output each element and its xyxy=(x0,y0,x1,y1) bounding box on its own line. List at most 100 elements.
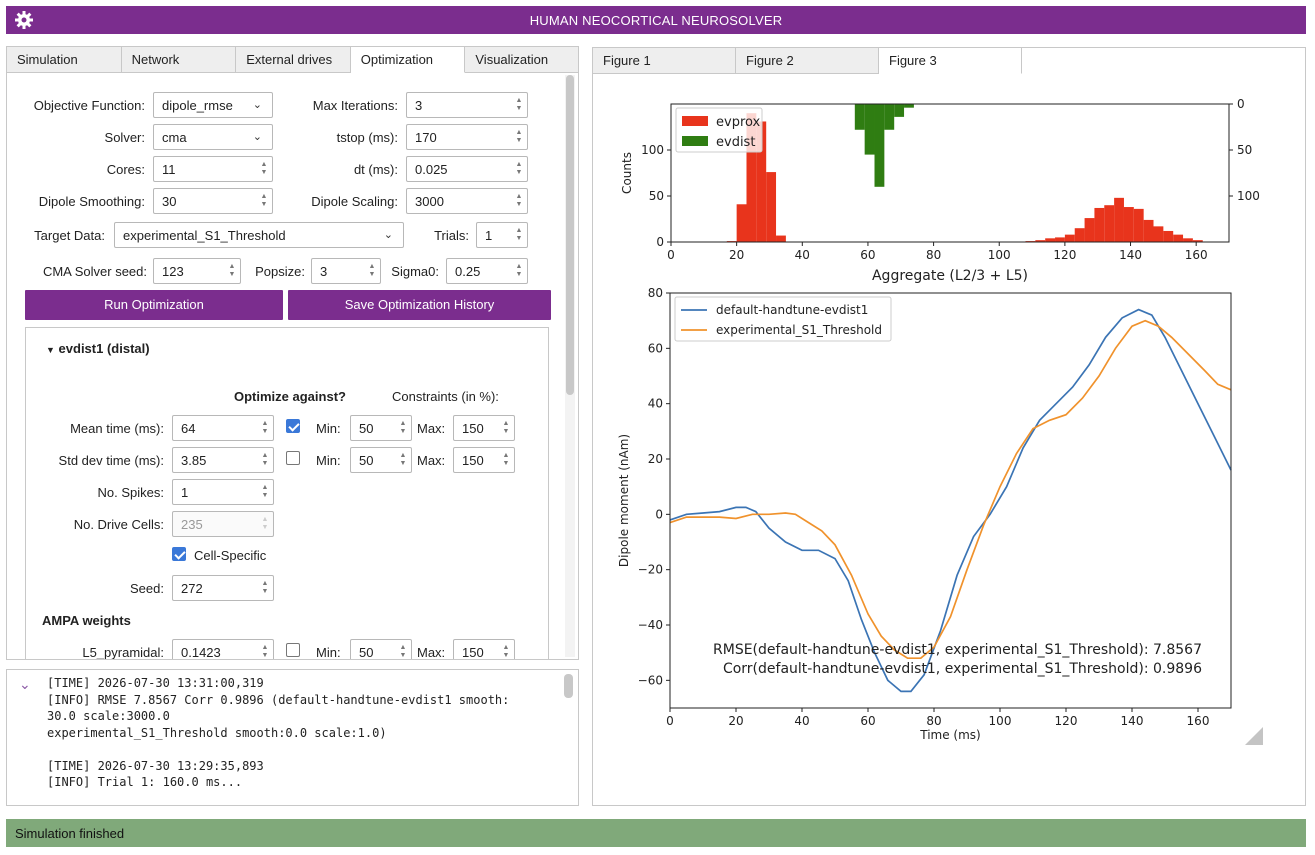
trials-label: Trials: xyxy=(434,228,469,243)
spin-arrows-icon[interactable]: ▲ ▼ xyxy=(368,263,376,278)
mean-max-input[interactable]: 150 ▲ ▼ xyxy=(453,415,515,441)
dipole-annotation: RMSE(default-handtune-evdist1, experimen… xyxy=(713,642,1202,658)
objective-select[interactable]: dipole_rmse ⌄ xyxy=(153,92,273,118)
drive-seed-value: 272 xyxy=(181,581,203,596)
hist-bar-evprox xyxy=(736,204,747,242)
spin-arrows-icon[interactable]: ▲ ▼ xyxy=(261,452,269,467)
trials-value: 1 xyxy=(485,228,493,243)
std-max-input[interactable]: 150 ▲ ▼ xyxy=(453,447,515,473)
dipole-x-tick-label: 160 xyxy=(1187,714,1210,728)
sigma-input[interactable]: 0.25 ▲ ▼ xyxy=(446,258,528,284)
spin-arrows-icon[interactable]: ▲ ▼ xyxy=(515,227,523,242)
spin-arrows-icon[interactable]: ▲ ▼ xyxy=(399,452,407,467)
chevron-down-icon[interactable]: ⌄ xyxy=(19,676,31,692)
spin-arrows-icon[interactable]: ▲ ▼ xyxy=(515,193,523,208)
tab-simulation[interactable]: Simulation xyxy=(7,47,122,73)
spin-arrows-icon[interactable]: ▲ ▼ xyxy=(502,420,510,435)
l5-max-input[interactable]: 150 ▲ ▼ xyxy=(453,639,515,659)
drive-header[interactable]: ▼ evdist1 (distal) xyxy=(46,341,150,356)
dipole-legend-label: experimental_S1_Threshold xyxy=(716,323,882,337)
tab-network[interactable]: Network xyxy=(121,47,237,73)
save-history-button[interactable]: Save Optimization History xyxy=(288,290,551,320)
tab-figure-2[interactable]: Figure 2 xyxy=(736,48,879,74)
log-scrollbar[interactable] xyxy=(564,674,573,698)
spin-arrows-icon[interactable]: ▲ ▼ xyxy=(502,452,510,467)
gear-icon[interactable] xyxy=(14,10,34,30)
dipole-x-axis-label: Time (ms) xyxy=(919,728,981,742)
mean-time-label: Mean time (ms): xyxy=(70,421,164,436)
spin-arrows-icon[interactable]: ▲ ▼ xyxy=(261,580,269,595)
trials-input[interactable]: 1 ▲ ▼ xyxy=(476,222,528,248)
dipole-x-tick-label: 20 xyxy=(728,714,743,728)
tab-figure-1[interactable]: Figure 1 xyxy=(593,48,736,74)
mean-time-checkbox[interactable] xyxy=(286,419,300,433)
spin-arrows-icon[interactable]: ▲ ▼ xyxy=(515,97,523,112)
tab-visualization[interactable]: Visualization xyxy=(465,47,578,73)
spin-arrows-icon[interactable]: ▲ ▼ xyxy=(515,161,523,176)
hist-bar-evprox xyxy=(1045,238,1056,242)
hist-x-tick-label: 160 xyxy=(1185,248,1208,262)
app-title: HUMAN NEOCORTICAL NEUROSOLVER xyxy=(529,13,783,28)
dipole-x-tick-label: 60 xyxy=(860,714,875,728)
maxiter-value: 3 xyxy=(415,98,423,113)
l5-pyramidal-value: 0.1423 xyxy=(181,645,221,660)
drive-seed-input[interactable]: 272 ▲ ▼ xyxy=(172,575,274,601)
spin-arrows-icon[interactable]: ▲ ▼ xyxy=(260,193,268,208)
hist-y-axis-label: Counts xyxy=(620,152,634,194)
hist-x-tick-label: 120 xyxy=(1053,248,1076,262)
figure-canvas[interactable]: 0 20 40 60 80 100 120 140 160 0 50 100 0 50 100 Aggrega… xyxy=(593,48,1306,806)
dipole-x-tick-label: 80 xyxy=(926,714,941,728)
std-max-label: Max: xyxy=(417,453,446,468)
dipole-y-tick-label: 20 xyxy=(648,452,663,466)
dipole-y-tick-label: 0 xyxy=(655,507,663,521)
target-select[interactable]: experimental_S1_Threshold ⌄ xyxy=(114,222,404,248)
l5-pyramidal-input[interactable]: 0.1423 ▲ ▼ xyxy=(172,639,274,660)
spin-arrows-icon[interactable]: ▲ ▼ xyxy=(399,644,407,659)
smoothing-label: Dipole Smoothing: xyxy=(38,194,145,209)
tab-external-drives[interactable]: External drives xyxy=(236,47,351,73)
solver-select[interactable]: cma ⌄ xyxy=(153,124,273,150)
l5-min-input[interactable]: 50 ▲ ▼ xyxy=(350,639,412,659)
hist-bar-evprox xyxy=(1114,197,1124,242)
spikes-input[interactable]: 1 ▲ ▼ xyxy=(172,479,274,505)
dipole-y-tick-label: −20 xyxy=(638,563,663,577)
hist-bar-evprox xyxy=(756,121,767,242)
cma-seed-input[interactable]: 123 ▲ ▼ xyxy=(153,258,241,284)
spin-arrows-icon[interactable]: ▲ ▼ xyxy=(515,129,523,144)
tab-optimization[interactable]: Optimization xyxy=(350,47,466,73)
popsize-input[interactable]: 3 ▲ ▼ xyxy=(311,258,381,284)
spin-arrows-icon[interactable]: ▲ ▼ xyxy=(261,420,269,435)
run-optimization-button[interactable]: Run Optimization xyxy=(25,290,283,320)
tstop-input[interactable]: 170 ▲ ▼ xyxy=(406,124,528,150)
l5-pyramidal-checkbox[interactable] xyxy=(286,643,300,657)
spin-arrows-icon[interactable]: ▲ ▼ xyxy=(228,263,236,278)
popsize-label: Popsize: xyxy=(255,264,305,279)
maxiter-input[interactable]: 3 ▲ ▼ xyxy=(406,92,528,118)
spin-arrows-icon[interactable]: ▲ ▼ xyxy=(502,644,510,659)
smoothing-input[interactable]: 30 ▲ ▼ xyxy=(153,188,273,214)
spin-arrows-icon[interactable]: ▲ ▼ xyxy=(261,644,269,659)
dt-input[interactable]: 0.025 ▲ ▼ xyxy=(406,156,528,182)
ampa-weights-label: AMPA weights xyxy=(42,613,131,628)
left-scrollbar-thumb[interactable] xyxy=(566,75,574,395)
mean-min-input[interactable]: 50 ▲ ▼ xyxy=(350,415,412,441)
mean-time-input[interactable]: 64 ▲ ▼ xyxy=(172,415,274,441)
std-time-checkbox[interactable] xyxy=(286,451,300,465)
spin-arrows-icon[interactable]: ▲ ▼ xyxy=(399,420,407,435)
dipole-y-tick-label: −60 xyxy=(638,673,663,687)
objective-value: dipole_rmse xyxy=(162,98,233,113)
spin-arrows-icon[interactable]: ▲ ▼ xyxy=(260,161,268,176)
chevron-down-icon: ⌄ xyxy=(252,99,262,111)
spin-arrows-icon[interactable]: ▲ ▼ xyxy=(261,484,269,499)
std-min-input[interactable]: 50 ▲ ▼ xyxy=(350,447,412,473)
spin-arrows-icon[interactable]: ▲ ▼ xyxy=(515,263,523,278)
scaling-input[interactable]: 3000 ▲ ▼ xyxy=(406,188,528,214)
hist-bar-evdist xyxy=(904,104,914,108)
cores-input[interactable]: 11 ▲ ▼ xyxy=(153,156,273,182)
std-min-label: Min: xyxy=(316,453,341,468)
cell-specific-checkbox[interactable] xyxy=(172,547,186,561)
std-time-input[interactable]: 3.85 ▲ ▼ xyxy=(172,447,274,473)
sigma-label: Sigma0: xyxy=(391,264,439,279)
left-scrollbar[interactable] xyxy=(565,75,575,657)
tab-figure-3[interactable]: Figure 3 xyxy=(879,48,1022,74)
